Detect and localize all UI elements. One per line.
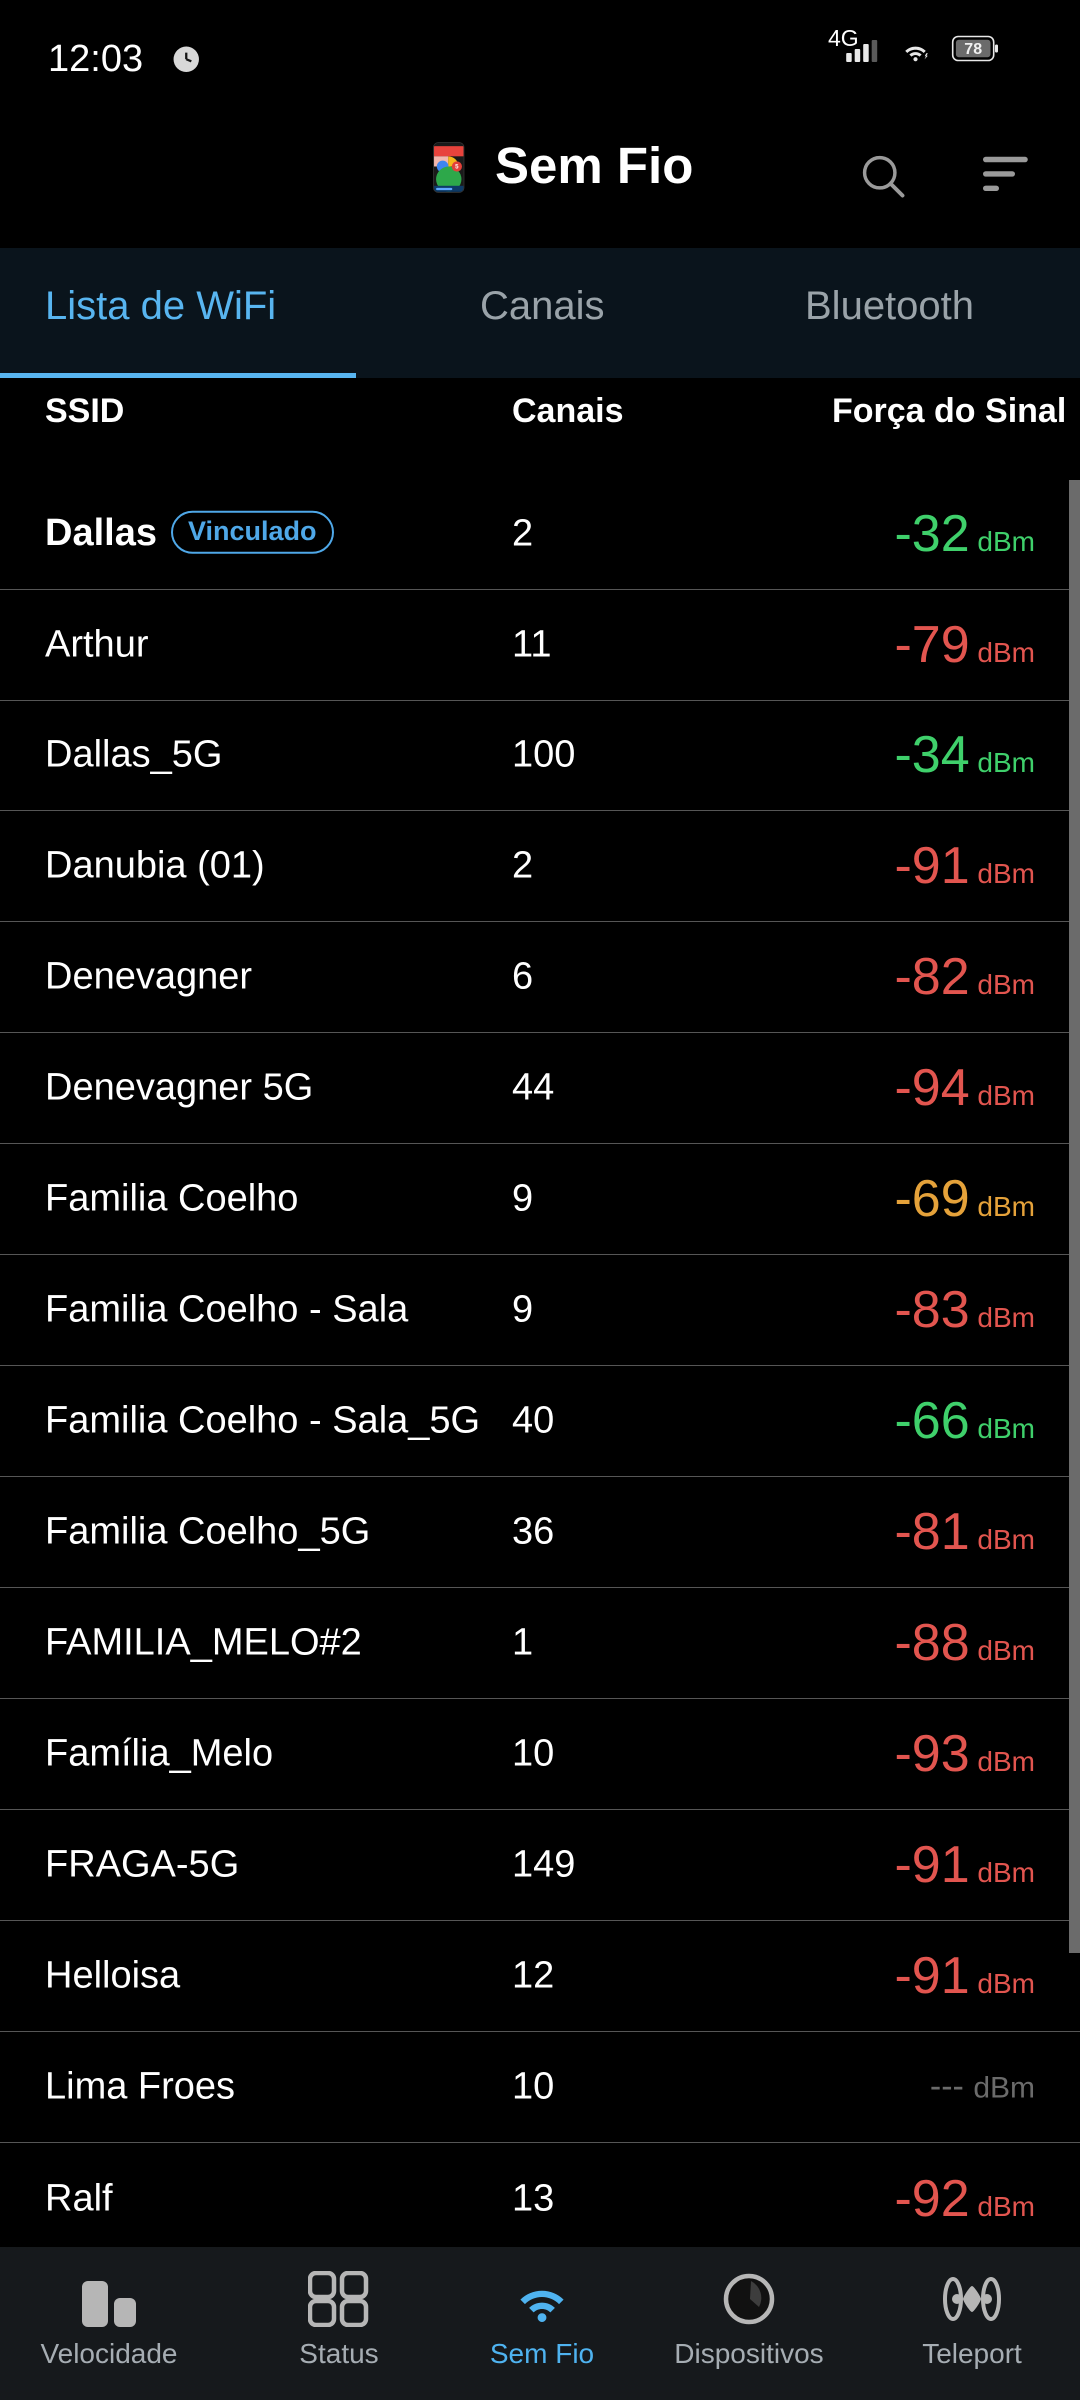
svg-text:78: 78: [964, 41, 982, 58]
